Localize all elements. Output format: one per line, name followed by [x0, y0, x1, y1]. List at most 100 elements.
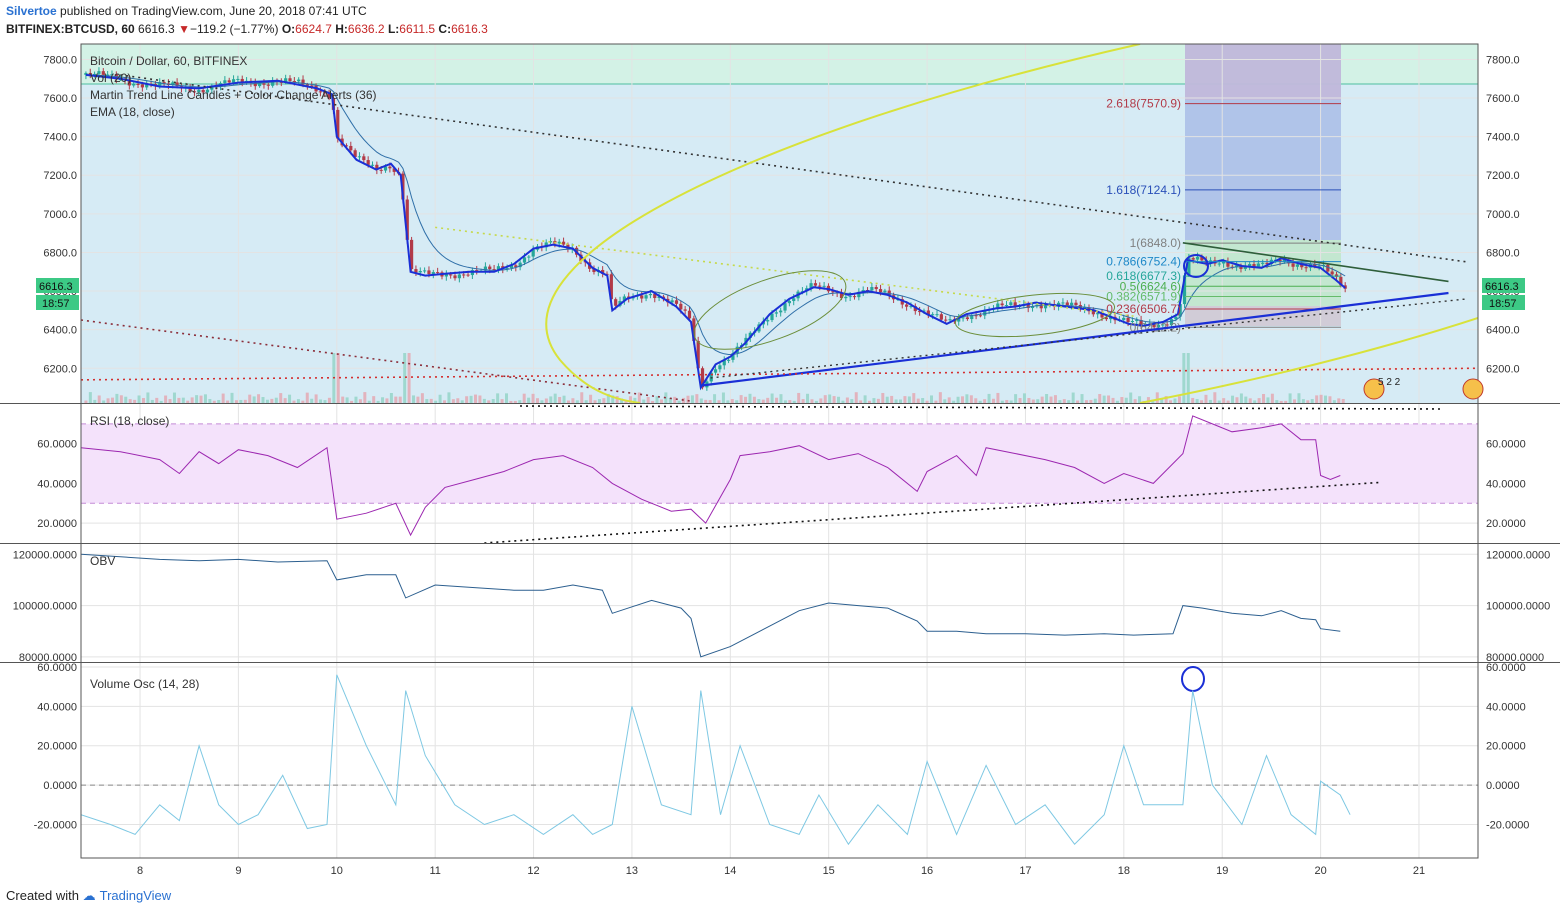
- candle-body: [383, 166, 388, 171]
- volume-bar: [845, 397, 849, 403]
- legend-vol: Vol (20): [90, 71, 131, 85]
- y-tick-label-left: 6200.0: [43, 363, 77, 375]
- green-trendline: [1182, 242, 1449, 283]
- candle-body: [475, 270, 479, 272]
- candle-body: [957, 317, 961, 322]
- volume-bar: [615, 396, 619, 403]
- fib-level-label: 0.236(6506.7): [1106, 302, 1181, 316]
- volume-bar: [270, 398, 274, 403]
- volume-bar: [593, 400, 597, 403]
- y-tick-label-right: 7000.0: [1486, 209, 1520, 221]
- volume-bar: [1045, 393, 1049, 403]
- volume-bar: [841, 400, 845, 403]
- candle-body: [961, 317, 965, 319]
- candle-body: [1304, 267, 1308, 269]
- volume-bar: [301, 400, 305, 403]
- volume-bar: [177, 397, 181, 403]
- candle-body: [878, 289, 883, 293]
- volume-bar: [1231, 395, 1235, 403]
- volume-bar: [1009, 400, 1013, 403]
- y-tick-label-right: 6400.0: [1486, 325, 1520, 337]
- author-link[interactable]: Silvertoe: [6, 4, 57, 18]
- volume-bar: [345, 397, 349, 403]
- candle-body: [748, 332, 752, 338]
- candle-body: [262, 83, 266, 85]
- flag-icon-right[interactable]: [1462, 378, 1484, 400]
- volume-bar: [1076, 400, 1080, 403]
- volume-bar: [1248, 398, 1252, 403]
- hand-drawn-circle: [1183, 254, 1209, 278]
- candle-body: [192, 91, 197, 93]
- volume-bar: [566, 400, 570, 403]
- support-level-line: [81, 367, 1478, 381]
- volume-bar: [686, 395, 690, 403]
- candle-body: [223, 80, 227, 84]
- volume-bar: [283, 398, 287, 403]
- candle-body: [310, 85, 314, 87]
- symbol-name: BITFINEX:BTCUSD, 60: [6, 22, 135, 36]
- volume-bar: [1226, 400, 1230, 403]
- timer-badge-left-value: 18:57: [42, 298, 70, 310]
- flag-icon[interactable]: [1363, 378, 1385, 400]
- candle-body: [1226, 261, 1230, 267]
- volume-osc-pane[interactable]: [81, 663, 1478, 858]
- fib-level-label: 0.618(6677.3): [1106, 269, 1181, 283]
- volume-bar: [482, 398, 486, 403]
- candle-body: [84, 72, 88, 75]
- x-tick-label: 13: [626, 865, 638, 877]
- candle-body: [1004, 305, 1009, 307]
- y-tick-label-left: 0.0000: [43, 780, 77, 792]
- volume-bar: [487, 400, 491, 403]
- volume-bar: [837, 396, 841, 403]
- candle-body: [418, 271, 422, 273]
- volume-bar: [553, 393, 557, 403]
- volume-bar: [788, 400, 792, 403]
- candle-body: [1326, 264, 1330, 272]
- volume-bar: [580, 392, 584, 403]
- volume-bar: [744, 396, 748, 403]
- candle-body: [683, 309, 687, 311]
- candle-body: [423, 270, 427, 272]
- volume-bar: [991, 398, 995, 403]
- y-tick-label-right: 60.0000: [1486, 439, 1526, 451]
- volume-bar: [717, 400, 721, 403]
- candle-body: [162, 82, 166, 84]
- volume-bar: [752, 396, 756, 403]
- obv-pane[interactable]: [81, 544, 1478, 662]
- candle-body: [792, 298, 796, 301]
- volume-bar: [124, 396, 128, 403]
- candle-body: [288, 78, 292, 81]
- candle-body: [939, 314, 943, 320]
- fib-level-label: 1.618(7124.1): [1106, 183, 1181, 197]
- volume-bar: [823, 395, 827, 403]
- candle-body: [1152, 323, 1156, 328]
- candle-body: [527, 256, 531, 258]
- tradingview-link[interactable]: TradingView: [99, 888, 172, 903]
- volume-bar: [509, 400, 513, 403]
- volume-bar: [899, 399, 903, 403]
- price-series: 2.618(7570.9) 1.618(7124.1) 1(6848.0) 0.786…: [81, 44, 1478, 403]
- x-tick-label: 14: [724, 865, 736, 877]
- volume-bar: [381, 397, 385, 403]
- volume-bar: [1062, 399, 1066, 403]
- y-tick-label-right: -20.0000: [1486, 820, 1529, 832]
- candle-body: [136, 83, 140, 85]
- candle-body: [948, 319, 952, 321]
- candle-body: [318, 91, 323, 93]
- volume-bar: [584, 400, 588, 403]
- candle-body: [1191, 258, 1195, 260]
- candle-body: [292, 80, 296, 82]
- volume-bar: [695, 394, 699, 403]
- price-badge-right: [1482, 278, 1525, 293]
- candle-body: [401, 173, 405, 200]
- volume-bar: [890, 395, 894, 403]
- y-tick-label-right: 100000.0000: [1486, 601, 1550, 613]
- candle-body: [1174, 316, 1178, 320]
- volume-bar: [1146, 397, 1150, 403]
- volume-bar: [952, 400, 956, 403]
- x-tick-label: 20: [1314, 865, 1326, 877]
- candle-body: [522, 257, 527, 263]
- volume-bar: [363, 392, 367, 403]
- candle-body: [518, 262, 522, 268]
